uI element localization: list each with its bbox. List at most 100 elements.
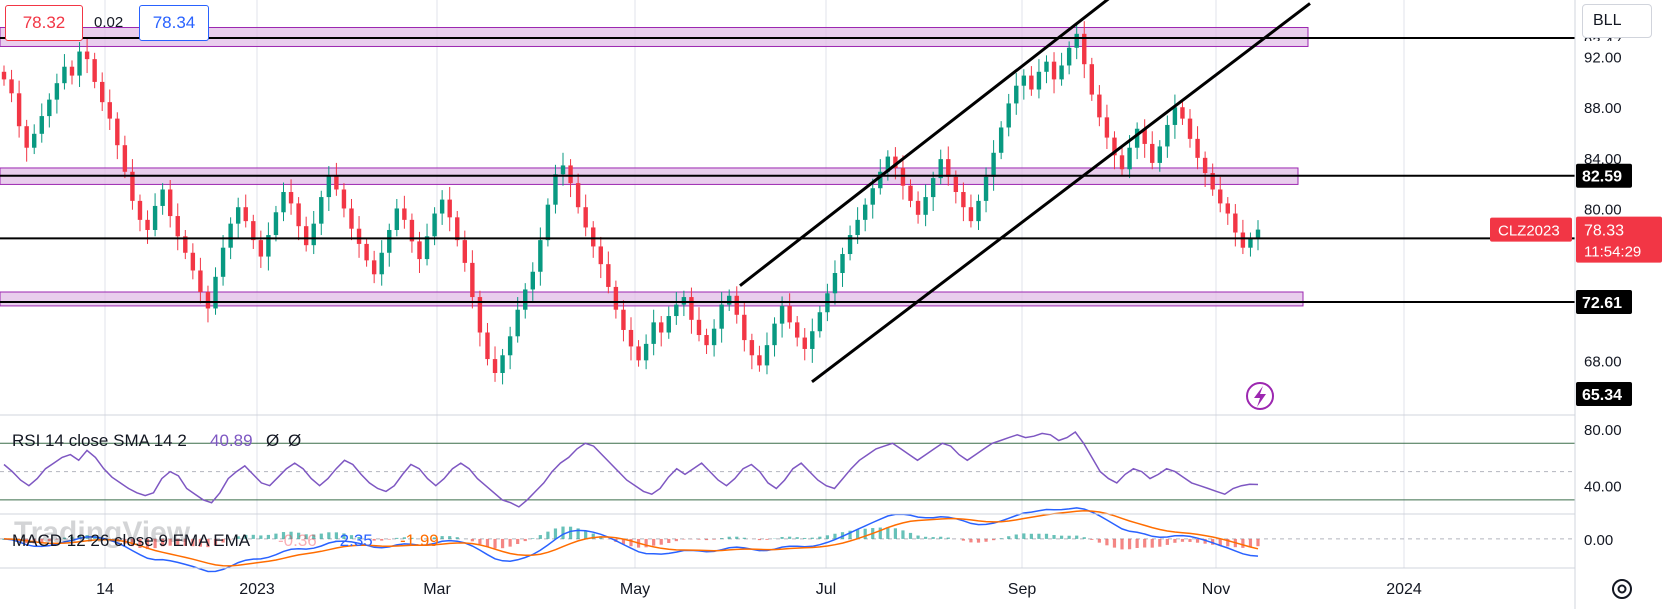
lightning-icon[interactable] <box>1246 382 1274 410</box>
candle-body <box>387 229 392 253</box>
macd-histogram-bar <box>856 529 860 539</box>
candle-body <box>591 227 596 247</box>
macd-histogram-bar <box>810 537 814 539</box>
candle-body <box>266 235 271 257</box>
candle-body <box>115 118 120 146</box>
macd-histogram-bar <box>901 530 905 539</box>
candle-body <box>303 226 309 246</box>
candle-body <box>100 81 105 103</box>
macd-histogram-bar <box>1158 538 1162 547</box>
level-price-label: 72.61 <box>1582 295 1622 312</box>
time-axis-label: 2024 <box>1386 581 1422 598</box>
candle-body <box>167 189 173 217</box>
macd-histogram-bar <box>493 538 497 549</box>
macd-histogram-bar <box>735 536 739 539</box>
macd-histogram-bar <box>349 535 354 539</box>
candle-body <box>62 66 67 84</box>
macd-histogram-bar <box>1203 538 1207 544</box>
candle-body <box>764 345 770 366</box>
macd-histogram-bar <box>251 534 255 539</box>
macd-histogram-bar <box>1241 538 1245 548</box>
candle-body <box>1187 118 1193 139</box>
macd-histogram-bar <box>138 538 142 549</box>
macd-pane: 0.00 <box>0 507 1613 573</box>
macd-histogram-bar <box>77 535 82 539</box>
bid-price: 78.32 <box>22 13 66 32</box>
candle-body <box>998 127 1004 153</box>
macd-histogram-bar <box>818 536 822 539</box>
candle-body <box>643 343 649 361</box>
macd-histogram-bar <box>304 534 308 539</box>
channel-lower-line <box>811 2 1311 384</box>
candle-body <box>961 192 966 208</box>
rsi-legend-label: RSI 14 close SMA 14 2 <box>12 431 187 450</box>
label-mask <box>1578 41 1658 51</box>
macd-tick-label: 0.00 <box>1584 532 1613 549</box>
macd-histogram-bar <box>999 538 1003 539</box>
macd-histogram-bar <box>47 538 51 542</box>
symbol-tag-label: CLZ2023 <box>1498 223 1560 240</box>
zone-rect <box>0 26 1309 47</box>
candle-body <box>507 336 513 356</box>
macd-line <box>3 507 1259 573</box>
macd-histogram-bar <box>712 538 716 540</box>
macd-histogram-bar <box>1007 536 1011 539</box>
macd-histogram-bar <box>674 538 678 542</box>
macd-histogram-bar <box>161 538 165 547</box>
parallel-channel[interactable] <box>739 0 1311 384</box>
candle-body <box>946 159 951 177</box>
candle-body <box>16 93 22 127</box>
candle-body <box>477 297 483 333</box>
level-price-tag <box>1576 163 1632 188</box>
macd-histogram-bar <box>1037 533 1041 539</box>
candle-body <box>9 79 14 94</box>
candle-body <box>137 200 143 220</box>
symbol-selector[interactable]: BLL <box>1582 4 1652 38</box>
macd-histogram-bar <box>289 531 293 539</box>
candle-body <box>742 314 747 341</box>
macd-histogram-bar <box>969 538 973 543</box>
support-resistance-zones[interactable] <box>0 26 1309 307</box>
time-axis-label: Nov <box>1202 581 1230 598</box>
ask-button[interactable]: 78.34 <box>139 5 209 41</box>
candle-body <box>1248 238 1253 248</box>
macd-histogram-bar <box>259 535 263 539</box>
price-tick-label: 84.00 <box>1584 151 1622 168</box>
macd-histogram-bar <box>357 537 361 539</box>
macd-histogram-bar <box>1022 533 1026 539</box>
candle-body <box>1021 75 1027 86</box>
candle-body <box>1044 61 1049 72</box>
candle-body <box>69 66 75 76</box>
macd-histogram-bar <box>1143 538 1147 548</box>
candle-body <box>862 204 868 220</box>
time-axis-label: Mar <box>423 581 451 598</box>
macd-histogram-bar <box>334 532 338 539</box>
macd-histogram-bar <box>500 538 505 549</box>
macd-histogram-bar <box>1195 538 1200 543</box>
candle-body <box>1006 103 1011 128</box>
macd-histogram-bar <box>682 538 686 540</box>
gear-icon[interactable] <box>1612 579 1632 599</box>
macd-histogram-bar <box>297 532 301 539</box>
candle-body <box>394 208 400 230</box>
macd-histogram-bar <box>1082 537 1086 539</box>
candle-body <box>432 213 437 237</box>
macd-histogram-bar <box>795 537 799 539</box>
candle-body <box>273 212 279 236</box>
candle-body <box>1142 128 1147 144</box>
macd-histogram-bar <box>62 537 67 539</box>
macd-histogram-bar <box>168 538 172 546</box>
macd-histogram-bar <box>976 538 981 543</box>
candle-body <box>1104 117 1110 138</box>
macd-histogram-bar <box>584 530 588 539</box>
horizontal-level-lines[interactable] <box>0 37 1575 303</box>
candle-body <box>364 243 369 261</box>
bid-button[interactable]: 78.32 <box>5 5 83 41</box>
candle-body <box>991 152 996 177</box>
candle-body <box>1089 64 1095 95</box>
candle-body <box>568 165 573 184</box>
macd-histogram-bar <box>1029 533 1033 539</box>
candle-body <box>923 197 928 215</box>
macd-histogram-bar <box>432 537 437 539</box>
